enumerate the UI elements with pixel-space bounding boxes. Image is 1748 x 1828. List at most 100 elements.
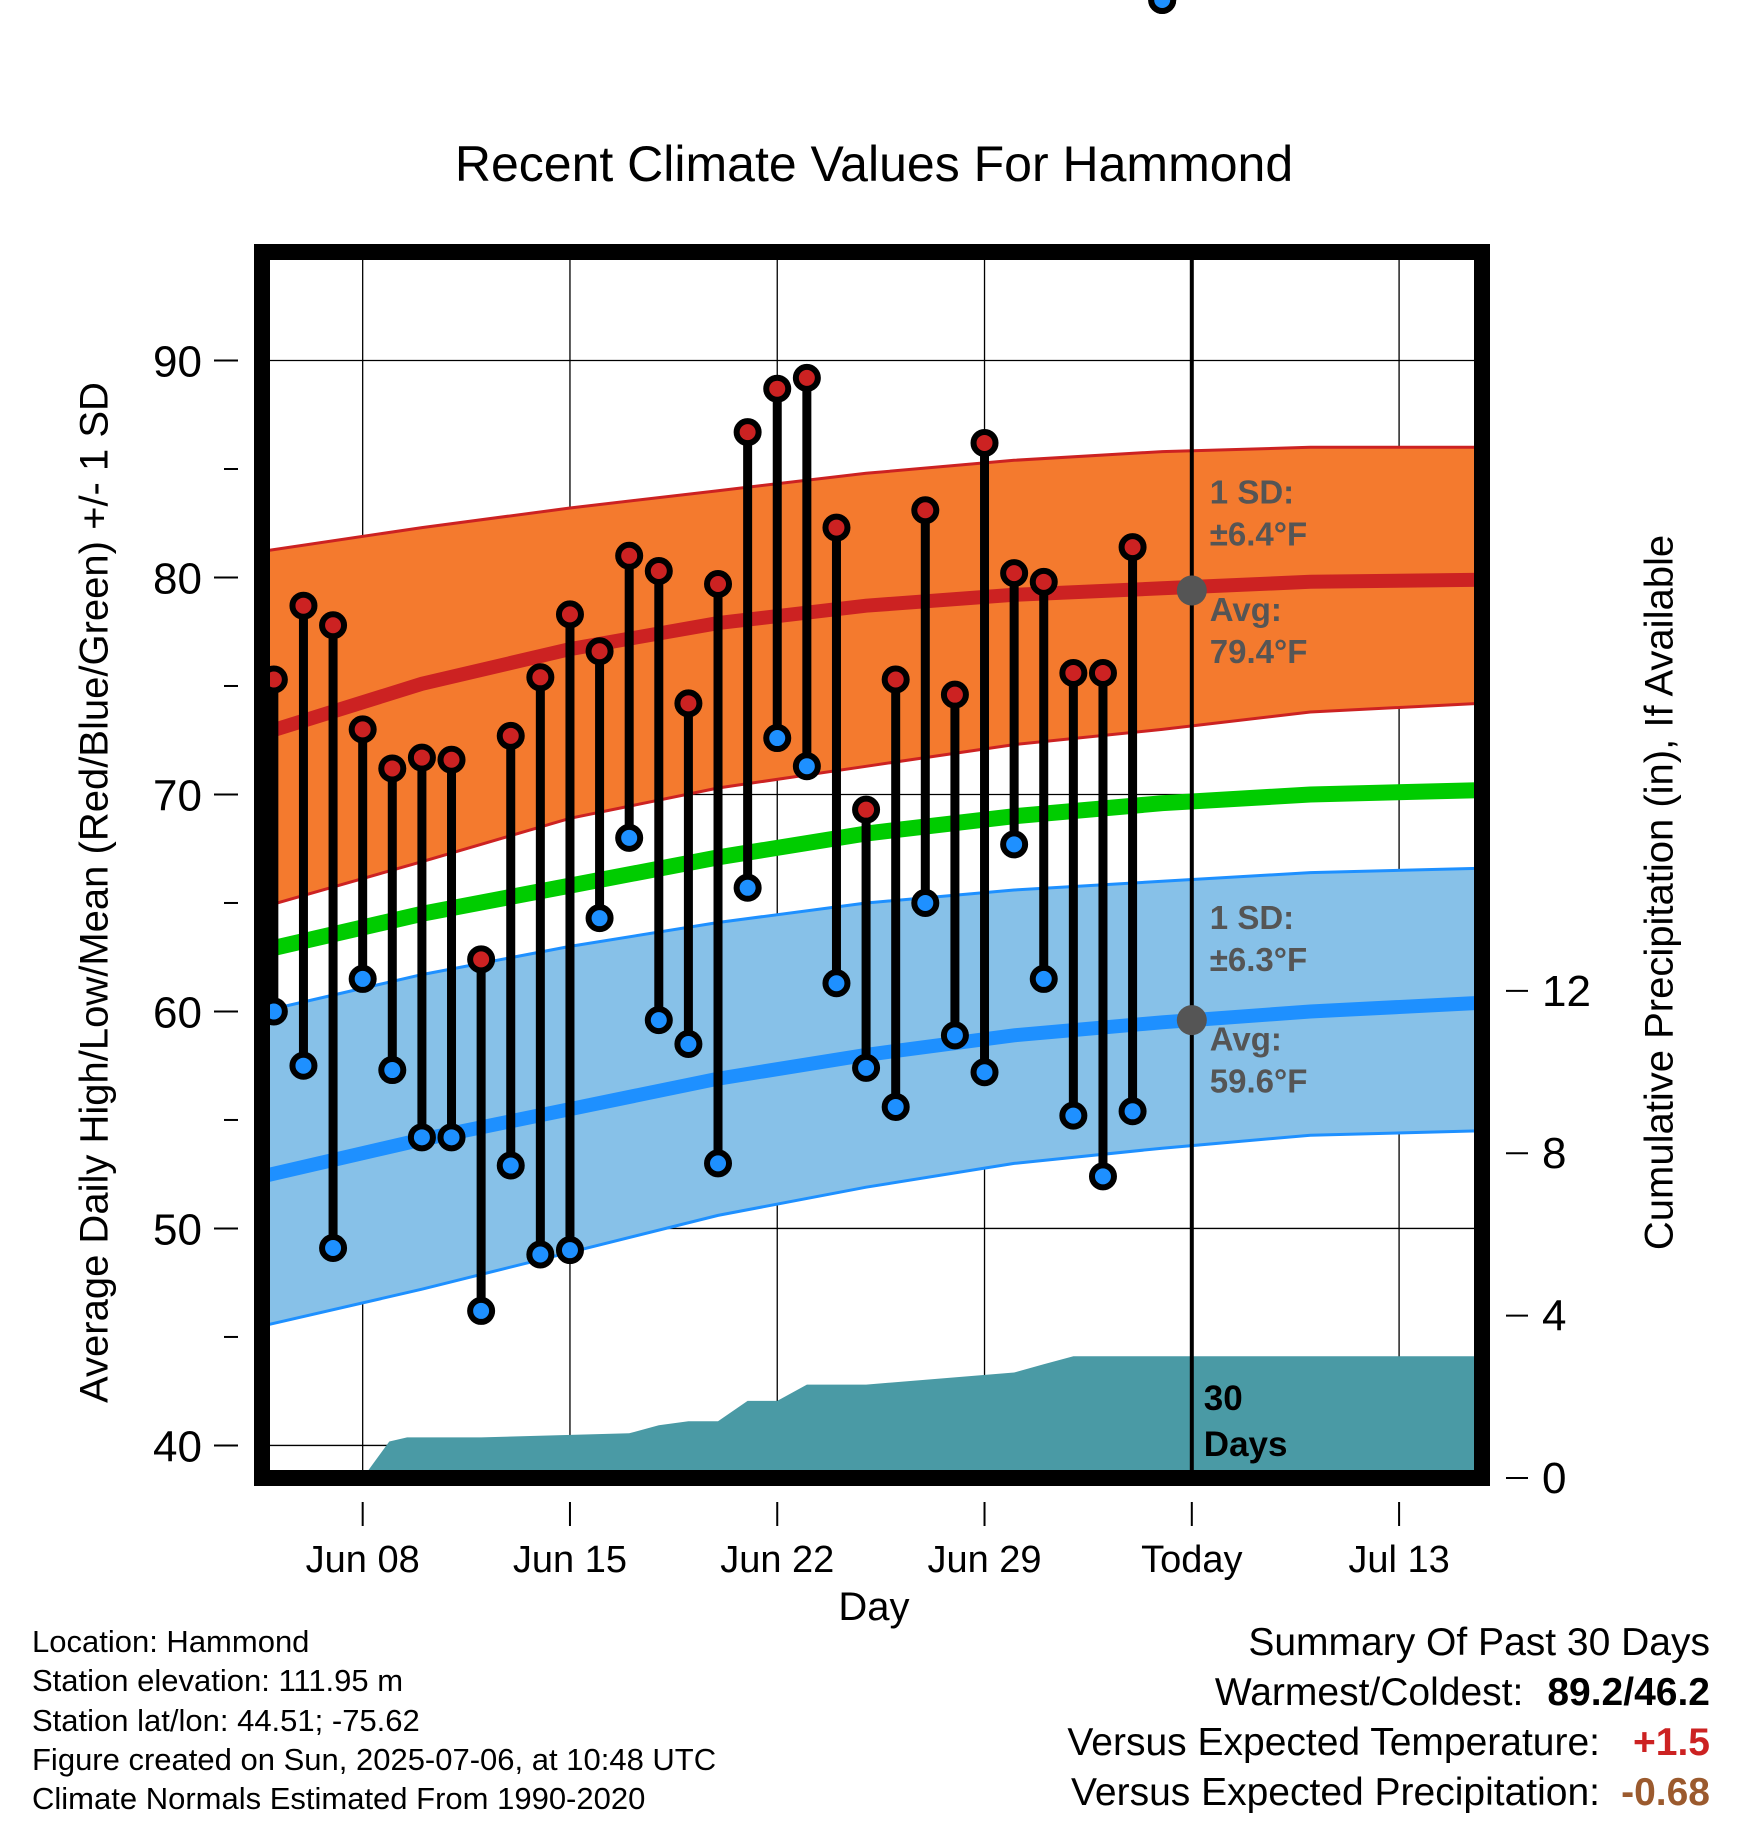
high-point [585, 637, 614, 666]
station-location: Location: Hammond [32, 1624, 310, 1659]
low-point [1118, 1097, 1147, 1126]
high-point [1059, 658, 1088, 687]
high-point [674, 689, 703, 718]
temp-label: Versus Expected Temperature: [1067, 1721, 1600, 1764]
high-point [407, 743, 436, 772]
high-point [822, 513, 851, 542]
high-point [644, 556, 673, 585]
avg-marker [1176, 1005, 1207, 1036]
low-point [674, 1030, 703, 1059]
low-point [289, 1051, 318, 1080]
avg-marker [1176, 575, 1207, 606]
x-tick-label: Jun 15 [513, 1539, 627, 1581]
x-tick-label: Jul 13 [1348, 1539, 1449, 1581]
annotations: 1 SD: ±6.4°F Avg: 79.4°F 1 SD: ±6.3°F Avg: 59.6… [1176, 474, 1308, 1464]
plot-frame [254, 244, 1490, 1486]
low-point [407, 1123, 436, 1152]
warm-cold-label: Warmest/Coldest: [1214, 1671, 1524, 1714]
tick-labels: 40 50 60 70 80 90 0 4 8 12 Jun 08 Jun 15 Jun 22 Jun 2… [153, 337, 1591, 1581]
high-point [467, 945, 496, 974]
y-axis-right-label: Cumulative Precipitation (in), If Availa… [1637, 534, 1682, 1251]
precip-area-group [262, 252, 1482, 1478]
summary-warm-cold: Warmest/Coldest: 89.2/46.2 [1067, 1668, 1710, 1718]
low-point [585, 904, 614, 933]
high-point [704, 569, 733, 598]
low-point [1088, 1162, 1117, 1191]
annotation-line2: ±6.3°F [1210, 941, 1307, 978]
low-point [911, 888, 940, 917]
high-point [319, 611, 348, 640]
high-point [970, 428, 999, 457]
low-point [526, 1240, 555, 1269]
high-point [792, 363, 821, 392]
low-point [496, 1151, 525, 1180]
axis-ticks [214, 359, 1528, 1526]
high-point [911, 496, 940, 525]
temp-value: +1.5 [1633, 1721, 1710, 1764]
low-point [467, 1296, 496, 1325]
low-point [437, 1123, 466, 1152]
high-point [378, 754, 407, 783]
grid-lines [262, 252, 1482, 1478]
low-point [1059, 1101, 1088, 1130]
high-point [1029, 567, 1058, 596]
y-tick-label: 60 [153, 988, 202, 1037]
annotation-line2: 79.4°F [1210, 633, 1308, 670]
low-point [644, 1006, 673, 1035]
annotation-label: Avg: 79.4°F [1210, 591, 1308, 670]
precip-label: Versus Expected Precipitation: [1071, 1771, 1600, 1814]
x-tick-label: Jun 08 [306, 1539, 420, 1581]
high-point [437, 745, 466, 774]
daily-points [259, 0, 1177, 1325]
y-tick-label: 50 [153, 1205, 202, 1254]
y-right-tick-label: 4 [1542, 1292, 1566, 1341]
y-tick-label: 40 [153, 1422, 202, 1471]
high-point [940, 680, 969, 709]
plot-border [254, 244, 1490, 1486]
low-point [822, 969, 851, 998]
high-point [881, 665, 910, 694]
low-point [733, 873, 762, 902]
y-right-tick-label: 0 [1542, 1454, 1566, 1503]
high-sd-lower-line [261, 701, 1483, 909]
annotation-line1: Avg: [1210, 1021, 1282, 1058]
annotation-line1: Avg: [1210, 591, 1282, 628]
low-point [763, 724, 792, 753]
high-point [348, 715, 377, 744]
days-label-line2: Days [1204, 1425, 1288, 1464]
low-point [852, 1053, 881, 1082]
normal-bands [259, 445, 1483, 1328]
low-point [319, 1233, 348, 1262]
chart-title: Recent Climate Values For Hammond [454, 136, 1294, 192]
summary-temp: Versus Expected Temperature: +1.5 [1067, 1718, 1710, 1768]
high-normal-line [259, 572, 1483, 741]
y-tick-label: 70 [153, 771, 202, 820]
high-sd-upper-line [261, 445, 1482, 553]
low-point [348, 964, 377, 993]
low-point [940, 1021, 969, 1050]
annotation-label: 1 SD: ±6.3°F [1210, 899, 1307, 978]
annotation-line2: ±6.4°F [1210, 516, 1307, 553]
low-point [704, 1149, 733, 1178]
station-elevation: Station elevation: 111.95 m [32, 1663, 404, 1699]
summary-heading: Summary Of Past 30 Days [1248, 1621, 1710, 1664]
high-point [289, 591, 318, 620]
x-tick-label: Today [1141, 1539, 1242, 1581]
warm-cold-value: 89.2/46.2 [1547, 1671, 1710, 1714]
low-point [1029, 964, 1058, 993]
figure-created: Figure created on Sun, 2025-07-06, at 10… [32, 1741, 717, 1777]
station-latlon: Station lat/lon: 44.51; -75.62 [32, 1702, 420, 1738]
high-point [1088, 658, 1117, 687]
summary-panel: Summary Of Past 30 Days Warmest/Coldest:… [1067, 1618, 1710, 1818]
daily-stems [269, 377, 1138, 1311]
high-point [526, 663, 555, 692]
days-label-line1: 30 [1204, 1379, 1243, 1418]
high-point [852, 795, 881, 824]
annotation-label: 1 SD: ±6.4°F [1210, 474, 1307, 553]
x-tick-label: Jun 22 [720, 1539, 834, 1581]
annotation-line2: 59.6°F [1210, 1063, 1308, 1100]
low-point [615, 823, 644, 852]
low-point [1148, 0, 1177, 14]
low-point [792, 752, 821, 781]
